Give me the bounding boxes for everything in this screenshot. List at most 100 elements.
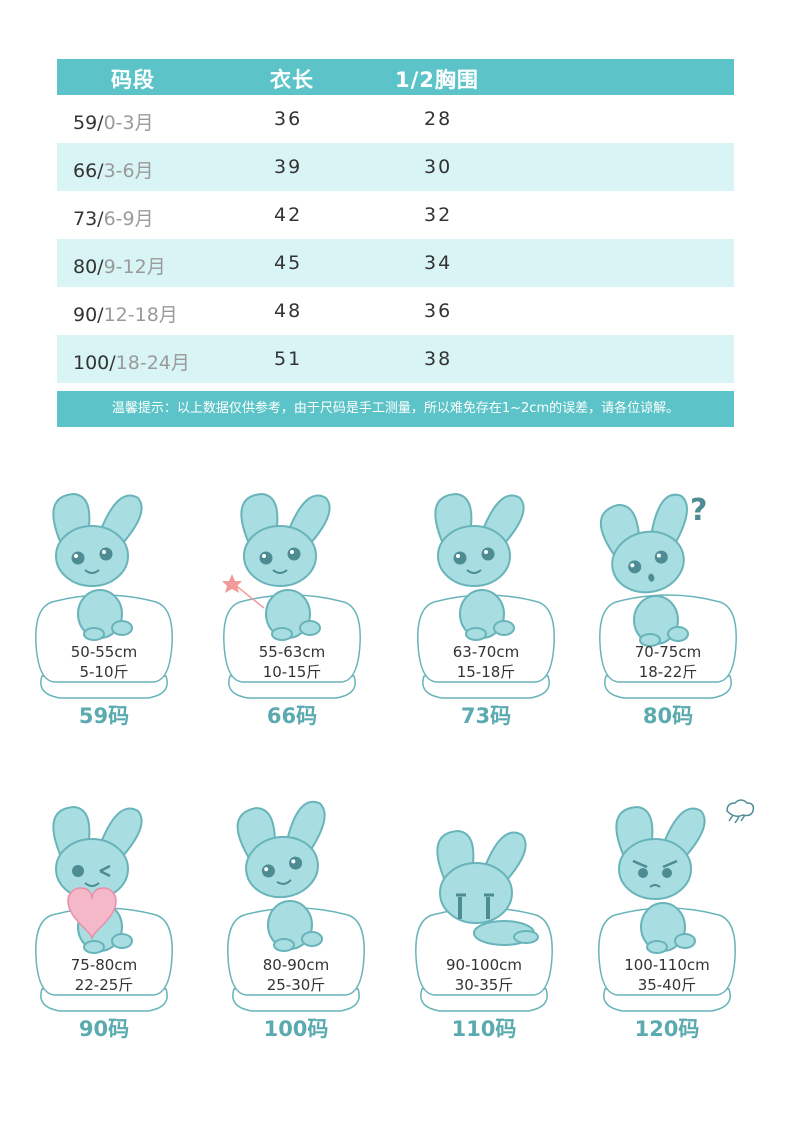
card-height: 100-110cm [624,956,710,974]
size-age: 3-6月 [103,160,154,182]
cell-length: 48 [274,300,303,322]
card-measurements: 50-55cm 5-10斤 [14,642,194,682]
size-card-90: 75-80cm 22-25斤 90码 [14,797,194,1047]
header-length: 衣长 [270,68,314,92]
cell-size: 66/3-6月 [73,156,154,183]
card-weight: 25-30斤 [266,976,326,994]
size-card-73: 63-70cm 15-18斤 73码 [396,484,576,734]
table-note: 温馨提示：以上数据仅供参考，由于尺码是手工测量，所以难免存在1~2cm的误差，请… [57,391,734,427]
cell-chest: 28 [424,108,453,130]
size-code: 59/ [73,112,104,134]
table-header: 码段 衣长 1/2胸围 [57,59,734,95]
size-age: 18-24月 [115,352,190,374]
size-card-59: 50-55cm 5-10斤 59码 [14,484,194,734]
size-age: 12-18月 [103,304,178,326]
size-code: 66/ [73,160,104,182]
card-size-label: 73码 [460,704,512,728]
size-code: 80/ [73,256,104,278]
card-measurements: 63-70cm 15-18斤 [396,642,576,682]
bunny-icon [599,493,689,647]
cell-length: 39 [274,156,303,178]
size-card-120: 100-110cm 35-40斤 120码 [577,797,757,1047]
card-height: 80-90cm [262,956,330,974]
table-row: 59/0-3月 36 28 [57,95,734,143]
card-size-label: 59码 [78,704,130,728]
question-mark-icon: ? [690,493,707,528]
card-height: 75-80cm [70,956,138,974]
cell-chest: 30 [424,156,453,178]
cell-size: 59/0-3月 [73,108,154,135]
bunny-illustration [415,829,553,1012]
bunny-icon [240,492,331,641]
cell-size: 100/18-24月 [73,348,190,375]
card-measurements: 75-80cm 22-25斤 [14,955,194,995]
bunny-illustration [35,805,173,1012]
steam-cloud-icon [726,799,755,824]
card-measurements: 80-90cm 25-30斤 [206,955,386,995]
card-height: 63-70cm [452,643,520,661]
bunny-illustration [598,799,755,1012]
cell-chest: 36 [424,300,453,322]
card-height: 90-100cm [446,956,522,974]
size-age: 9-12月 [103,256,166,278]
cell-length: 42 [274,204,303,226]
bunny-illustration [222,492,361,699]
bunny-icon [52,492,143,641]
heart-icon [67,887,117,940]
bunny-icon [434,492,525,641]
cell-length: 45 [274,252,303,274]
card-measurements: 90-100cm 30-35斤 [394,955,574,995]
card-weight: 22-25斤 [74,976,134,994]
size-code: 73/ [73,208,104,230]
bunny-icon [615,805,706,954]
table-row: 66/3-6月 39 30 [57,143,734,191]
table-row: 90/12-18月 48 36 [57,287,734,335]
card-weight: 5-10斤 [79,663,129,681]
cell-length: 36 [274,108,303,130]
star-wand-icon [222,574,265,609]
card-weight: 15-18斤 [456,663,516,681]
table-row: 100/18-24月 51 38 [57,335,734,383]
bunny-illustration: ? [599,493,737,699]
card-measurements: 100-110cm 35-40斤 [577,955,757,995]
card-size-label: 80码 [642,704,694,728]
card-weight: 18-22斤 [638,663,698,681]
card-measurements: 70-75cm 18-22斤 [578,642,758,682]
card-size-label: 66码 [266,704,318,728]
table-row: 73/6-9月 42 32 [57,191,734,239]
cell-size: 80/9-12月 [73,252,166,279]
cell-size: 90/12-18月 [73,300,178,327]
card-size-label: 120码 [634,1017,700,1041]
bunny-icon [236,800,326,952]
card-size-label: 100码 [263,1017,329,1041]
header-chest: 1/2胸围 [395,68,479,92]
card-height: 55-63cm [258,643,326,661]
size-code: 90/ [73,304,104,326]
header-size: 码段 [111,68,155,92]
size-card-110: 90-100cm 30-35斤 110码 [394,797,574,1047]
card-height: 50-55cm [70,643,138,661]
card-weight: 10-15斤 [262,663,322,681]
size-card-80: ? 70-75cm 18-22斤 80码 [578,484,758,734]
card-measurements: 55-63cm 10-15斤 [202,642,382,682]
card-weight: 35-40斤 [637,976,697,994]
cell-size: 73/6-9月 [73,204,154,231]
size-age: 0-3月 [103,112,154,134]
size-age: 6-9月 [103,208,154,230]
cushion-icon [227,907,365,1012]
size-code: 100/ [73,352,116,374]
cell-length: 51 [274,348,303,370]
size-table: 码段 衣长 1/2胸围 59/0-3月 36 28 66/3-6月 39 30 … [57,59,734,427]
card-size-label: 90码 [78,1017,130,1041]
bunny-illustration [35,492,173,699]
card-weight: 30-35斤 [454,976,514,994]
cell-chest: 32 [424,204,453,226]
bunny-icon [436,829,539,946]
size-card-100: 80-90cm 25-30斤 100码 [206,797,386,1047]
table-row: 80/9-12月 45 34 [57,239,734,287]
card-size-label: 110码 [451,1017,517,1041]
cell-chest: 34 [424,252,453,274]
bunny-illustration [227,800,365,1012]
size-card-66: 55-63cm 10-15斤 66码 [202,484,382,734]
bunny-icon [52,805,143,954]
